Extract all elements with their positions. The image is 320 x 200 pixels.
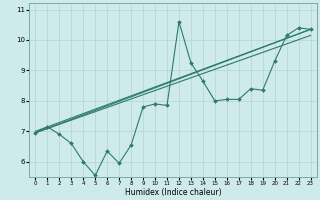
X-axis label: Humidex (Indice chaleur): Humidex (Indice chaleur) — [125, 188, 221, 197]
